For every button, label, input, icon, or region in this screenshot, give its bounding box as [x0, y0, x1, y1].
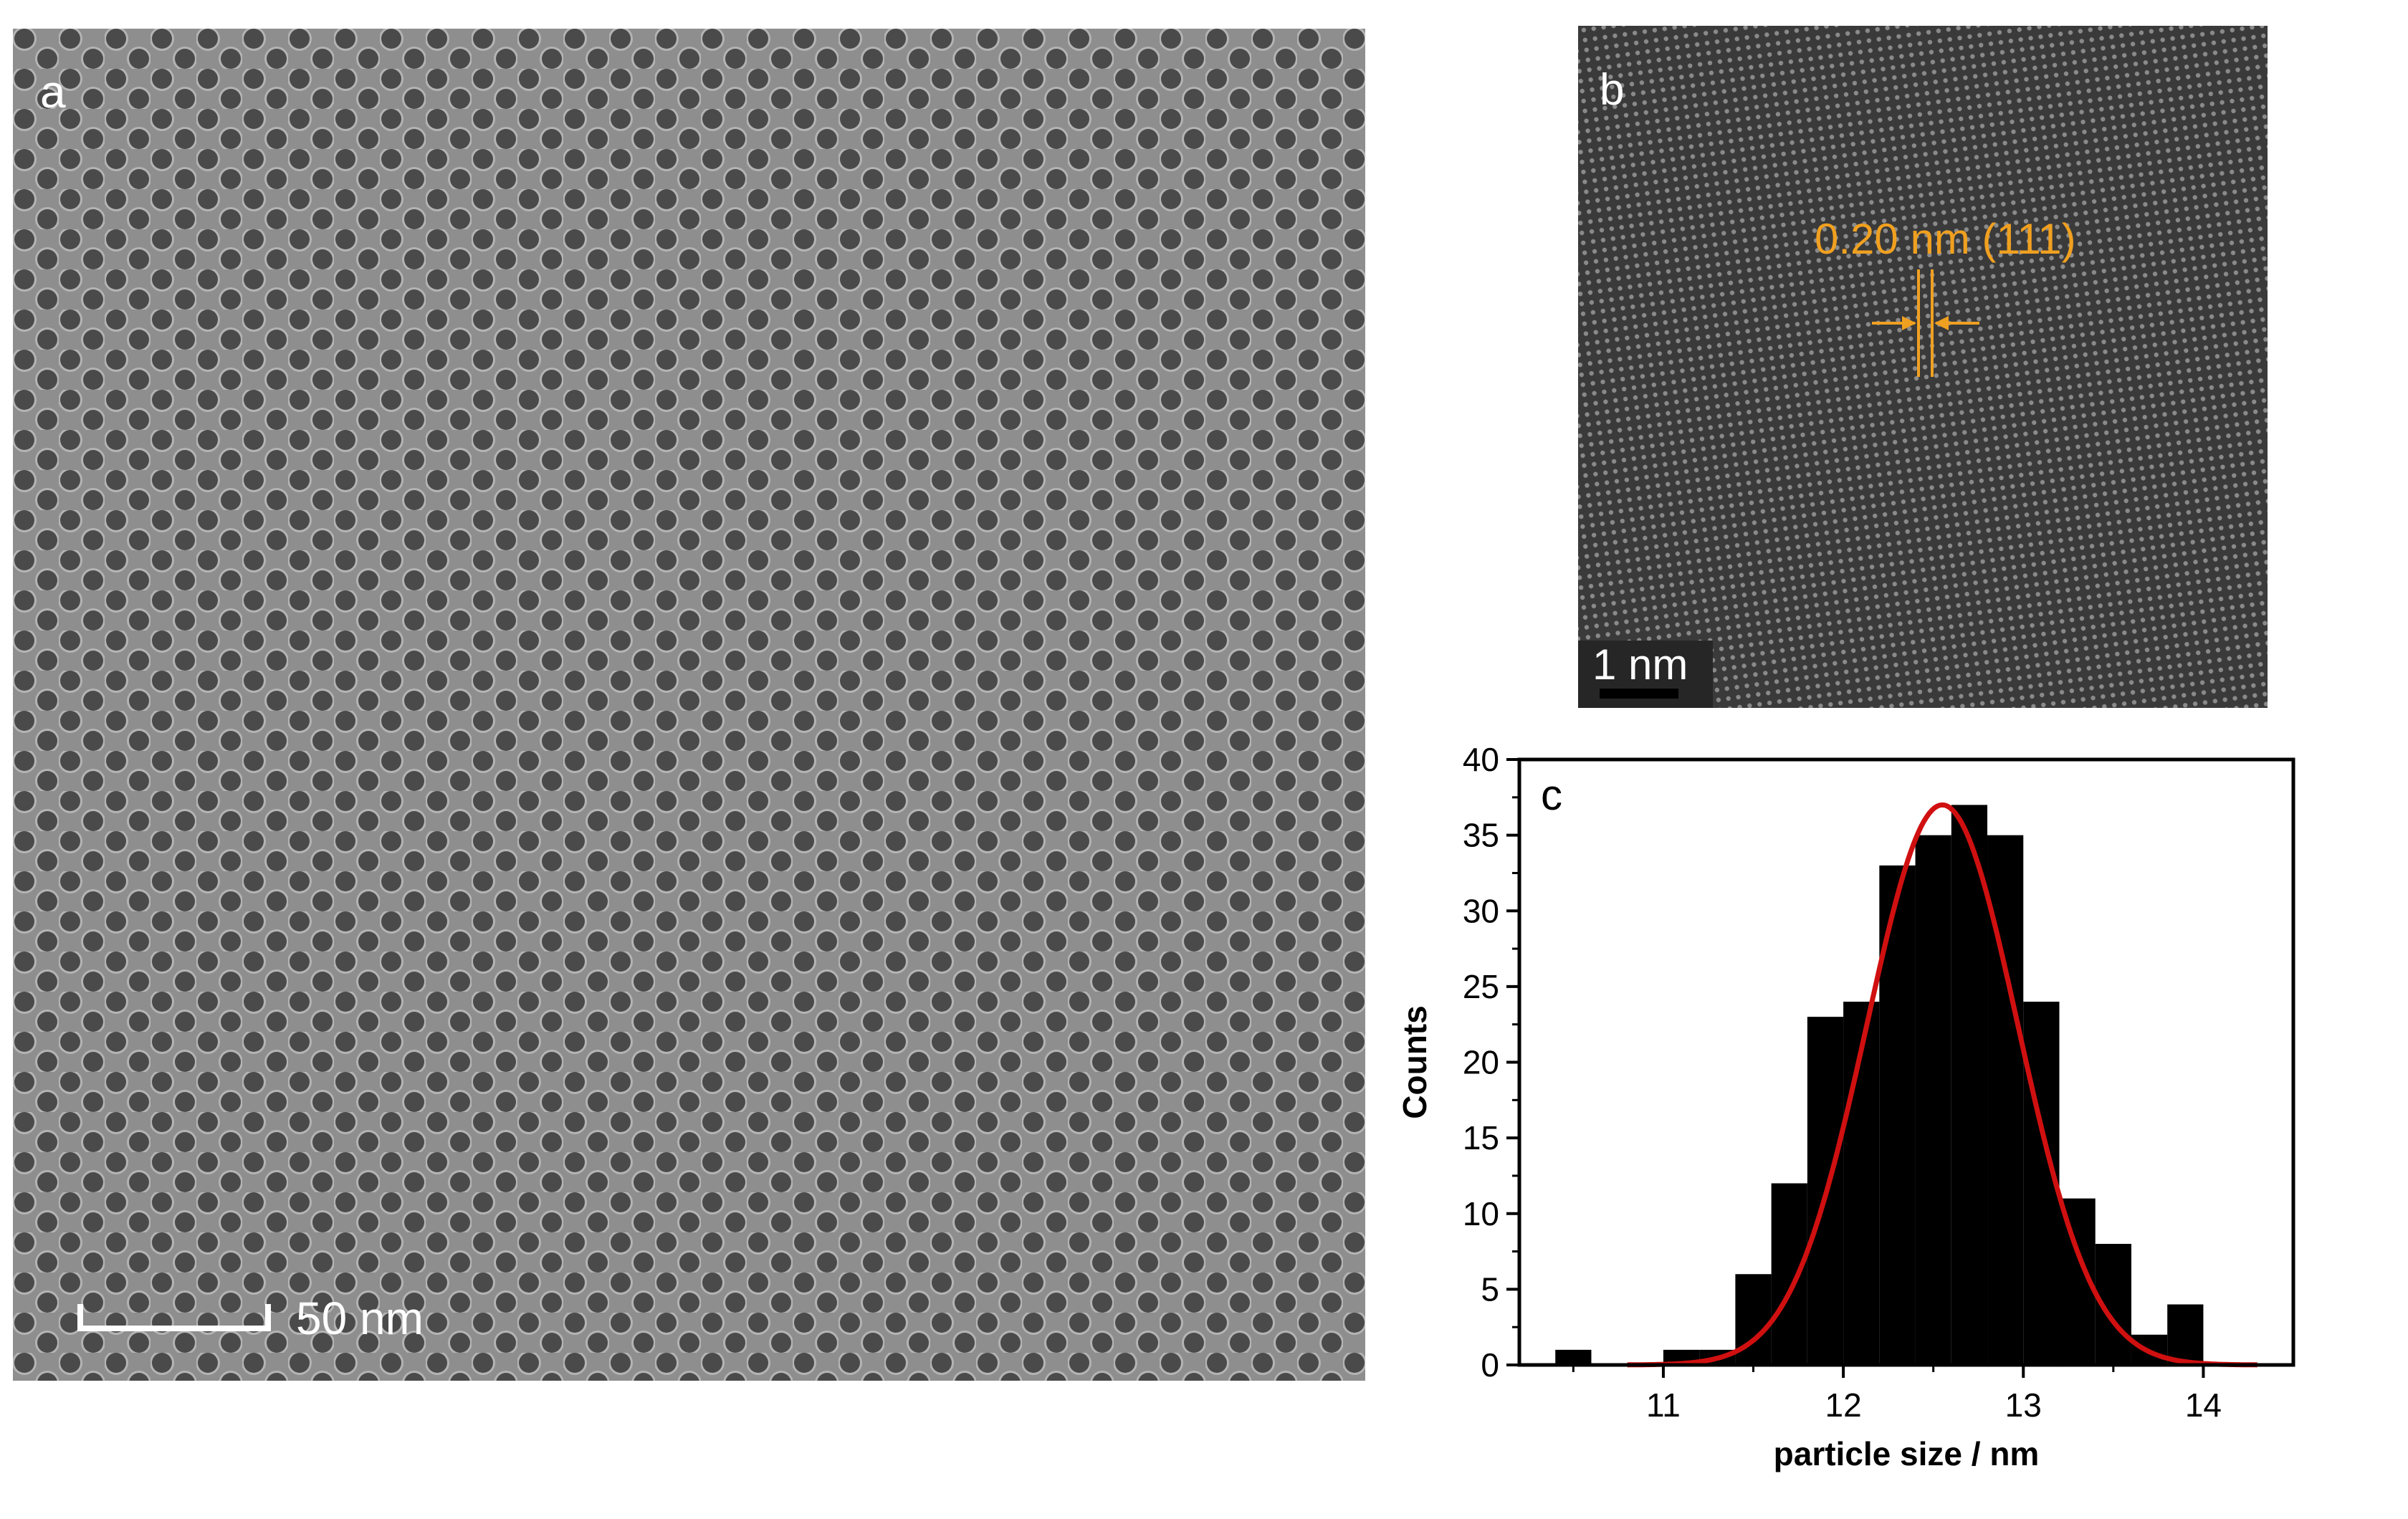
arrow-left-head: [1902, 316, 1916, 330]
y-tick-label: 35: [1463, 817, 1499, 854]
x-tick-label: 14: [2185, 1386, 2222, 1424]
y-axis-title: Counts: [1396, 1005, 1433, 1118]
x-axis-ticks: 11 12 13 14: [1572, 1365, 2222, 1424]
scale-bar-a: [77, 1326, 271, 1331]
y-tick-label: 15: [1463, 1119, 1499, 1156]
y-tick-label: 30: [1463, 892, 1499, 929]
y-tick-label: 10: [1463, 1195, 1499, 1232]
tem-overview-svg: 50 nm a: [13, 29, 1365, 1381]
y-tick-label: 0: [1481, 1346, 1499, 1384]
scale-bar-a-right-cap: [265, 1304, 271, 1331]
nanoparticle-field: [13, 29, 1365, 1381]
y-axis-ticks: 0 5 10 15 20 25 30 35 40: [1463, 741, 1519, 1384]
histogram-bar: [1555, 1349, 1592, 1365]
histogram-bar: [1771, 1183, 1807, 1365]
lattice-fringes: [1578, 26, 2268, 708]
size-histogram-chart: 0 5 10 15 20 25 30 35 40 11 12 13 14 c particle siz…: [1396, 741, 2295, 1472]
histogram-bar: [2167, 1304, 2204, 1365]
histogram-bar: [1951, 805, 1988, 1365]
histogram-bars: [1555, 805, 2204, 1365]
histogram-bar: [1843, 1002, 1880, 1365]
scale-bar-a-left-cap: [77, 1304, 83, 1331]
gaussian-fit-curve: [1627, 802, 2258, 1368]
y-tick-label: 25: [1463, 968, 1499, 1005]
scale-bar-b-text: 1 nm: [1592, 641, 1688, 689]
panel-b-label: b: [1600, 65, 1624, 115]
hrtem-lattice-svg: b 0.20 nm (111) 1 nm: [1578, 26, 2268, 708]
lattice-spacing-annotation: 0.20 nm (111): [1815, 215, 2076, 263]
histogram-bar: [1915, 835, 1951, 1365]
arrow-right-head: [1934, 316, 1949, 330]
y-tick-label: 5: [1481, 1270, 1499, 1308]
x-tick-label: 12: [1825, 1386, 1862, 1424]
x-tick-label: 11: [1646, 1386, 1681, 1424]
hrtem-lattice-image: b 0.20 nm (111) 1 nm: [1578, 26, 2268, 708]
scale-bar-b: [1600, 689, 1678, 699]
tem-overview-image: 50 nm a: [13, 29, 1365, 1381]
panel-c-label: c: [1541, 771, 1562, 819]
x-tick-label: 13: [2005, 1386, 2042, 1424]
y-tick-label: 40: [1463, 741, 1499, 778]
size-histogram-panel: 0 5 10 15 20 25 30 35 40 11 12 13 14 c particle siz…: [1362, 681, 2408, 1519]
y-tick-label: 20: [1463, 1044, 1499, 1081]
x-axis-title: particle size / nm: [1774, 1435, 2040, 1472]
scale-bar-a-text: 50 nm: [296, 1293, 424, 1344]
panel-a-label: a: [40, 66, 66, 118]
